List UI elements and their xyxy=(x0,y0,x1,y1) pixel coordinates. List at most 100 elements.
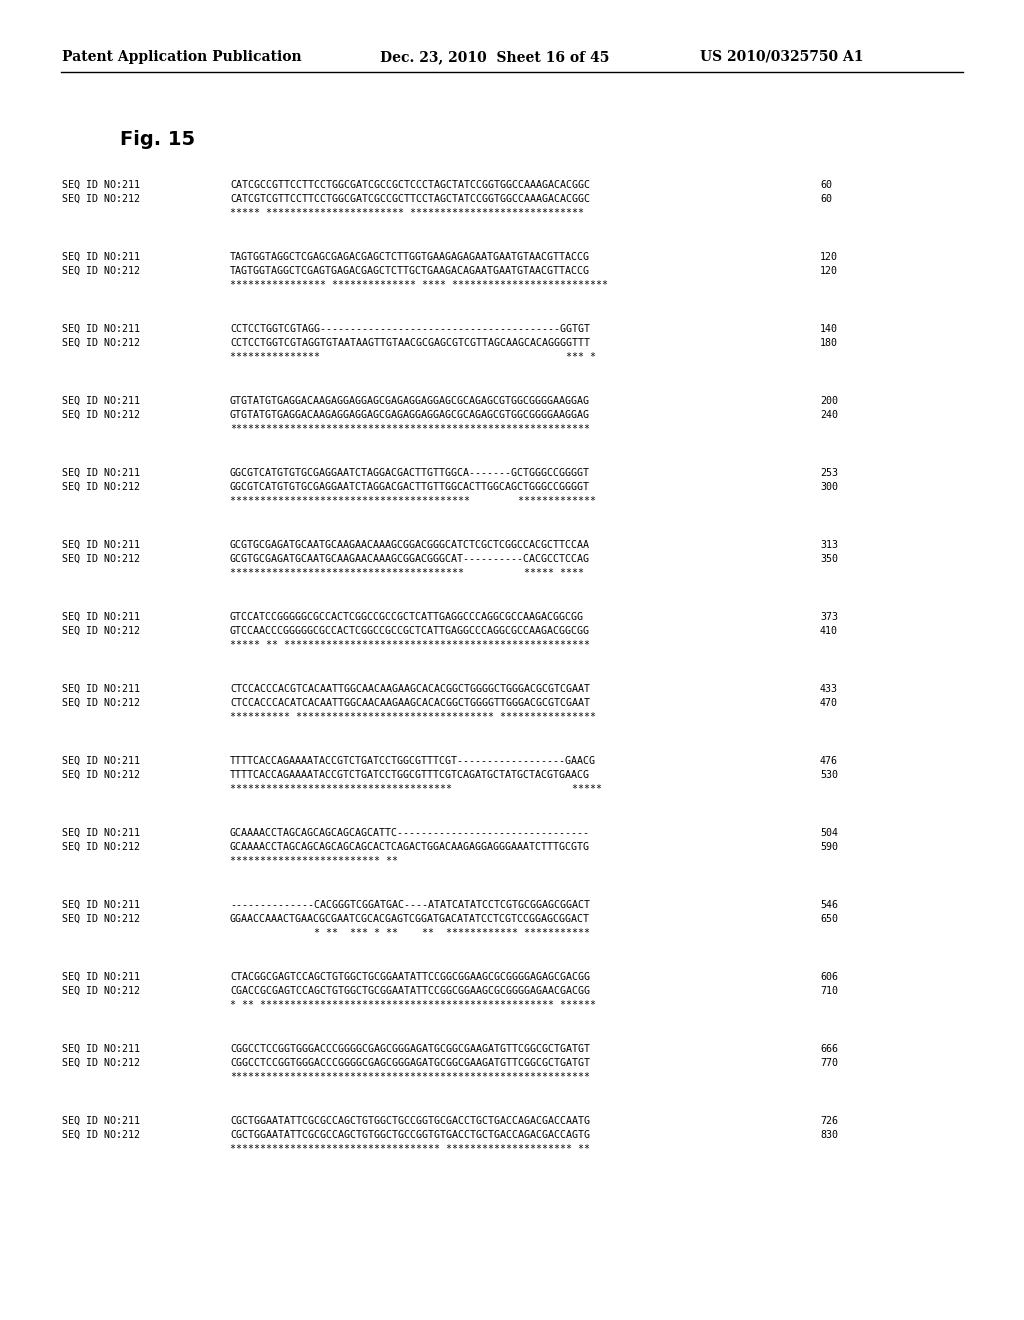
Text: GCAAAACCTAGCAGCAGCAGCAGCACTCAGACTGGACAAGAGGAGGGAAATCTTTGCGTG: GCAAAACCTAGCAGCAGCAGCAGCACTCAGACTGGACAAG… xyxy=(230,842,590,851)
Text: SEQ ID NO:211: SEQ ID NO:211 xyxy=(62,612,140,622)
Text: --------------CACGGGTCGGATGAC----ATATCATATCCTCGTGCGGAGCGGACT: --------------CACGGGTCGGATGAC----ATATCAT… xyxy=(230,900,590,909)
Text: ****************************************        *************: ****************************************… xyxy=(230,496,596,506)
Text: SEQ ID NO:212: SEQ ID NO:212 xyxy=(62,338,140,348)
Text: GTCCAACCCGGGGGCGCCACTCGGCCGCCGCTCATTGAGGCCCAGGCGCCAAGACGGCGG: GTCCAACCCGGGGGCGCCACTCGGCCGCCGCTCATTGAGG… xyxy=(230,626,590,636)
Text: 470: 470 xyxy=(820,698,838,708)
Text: ***************                                         *** *: *************** *** * xyxy=(230,352,596,362)
Text: CTCCACCCACGTCACAATTGGCAACAAGAAGCACACGGCTGGGGCTGGGACGCGTCGAAT: CTCCACCCACGTCACAATTGGCAACAAGAAGCACACGGCT… xyxy=(230,684,590,694)
Text: GCGTGCGAGATGCAATGCAAGAACAAAGCGGACGGGCATCTCGCTCGGCCACGCTTCCAA: GCGTGCGAGATGCAATGCAAGAACAAAGCGGACGGGCATC… xyxy=(230,540,590,550)
Text: SEQ ID NO:211: SEQ ID NO:211 xyxy=(62,684,140,694)
Text: GCGTGCGAGATGCAATGCAAGAACAAAGCGGACGGGCAT----------CACGCCTCCAG: GCGTGCGAGATGCAATGCAAGAACAAAGCGGACGGGCAT-… xyxy=(230,554,590,564)
Text: 433: 433 xyxy=(820,684,838,694)
Text: GTCCATCCGGGGGCGCCACTCGGCCGCCGCTCATTGAGGCCCAGGCGCCAAGACGGCGG: GTCCATCCGGGGGCGCCACTCGGCCGCCGCTCATTGAGGC… xyxy=(230,612,584,622)
Text: GTGTATGTGAGGACAAGAGGAGGAGCGAGAGGAGGAGCGCAGAGCGTGGCGGGGAAGGAG: GTGTATGTGAGGACAAGAGGAGGAGCGAGAGGAGGAGCGC… xyxy=(230,396,590,407)
Text: SEQ ID NO:212: SEQ ID NO:212 xyxy=(62,267,140,276)
Text: SEQ ID NO:211: SEQ ID NO:211 xyxy=(62,1115,140,1126)
Text: 546: 546 xyxy=(820,900,838,909)
Text: 180: 180 xyxy=(820,338,838,348)
Text: 606: 606 xyxy=(820,972,838,982)
Text: SEQ ID NO:212: SEQ ID NO:212 xyxy=(62,554,140,564)
Text: SEQ ID NO:211: SEQ ID NO:211 xyxy=(62,828,140,838)
Text: * ** ************************************************* ******: * ** ***********************************… xyxy=(230,1001,596,1010)
Text: 710: 710 xyxy=(820,986,838,997)
Text: 770: 770 xyxy=(820,1059,838,1068)
Text: TAGTGGTAGGCTCGAGTGAGACGAGCTCTTGCTGAAGACAGAATGAATGTAACGTTACCG: TAGTGGTAGGCTCGAGTGAGACGAGCTCTTGCTGAAGACA… xyxy=(230,267,590,276)
Text: *********************************** ********************* **: *********************************** ****… xyxy=(230,1144,590,1154)
Text: SEQ ID NO:211: SEQ ID NO:211 xyxy=(62,900,140,909)
Text: Patent Application Publication: Patent Application Publication xyxy=(62,50,302,63)
Text: CGACCGCGAGTCCAGCTGTGGCTGCGGAATATTCCGGCGGAAGCGCGGGGAGAACGACGG: CGACCGCGAGTCCAGCTGTGGCTGCGGAATATTCCGGCGG… xyxy=(230,986,590,997)
Text: ********** ********************************* ****************: ********** *****************************… xyxy=(230,711,596,722)
Text: SEQ ID NO:212: SEQ ID NO:212 xyxy=(62,194,140,205)
Text: SEQ ID NO:212: SEQ ID NO:212 xyxy=(62,913,140,924)
Text: ************************************************************: ****************************************… xyxy=(230,1072,590,1082)
Text: ***************************************          ***** ****: *************************************** … xyxy=(230,568,584,578)
Text: 504: 504 xyxy=(820,828,838,838)
Text: 830: 830 xyxy=(820,1130,838,1140)
Text: SEQ ID NO:211: SEQ ID NO:211 xyxy=(62,972,140,982)
Text: 373: 373 xyxy=(820,612,838,622)
Text: TTTTCACCAGAAAATACCGTCTGATCCTGGCGTTTCGT------------------GAACG: TTTTCACCAGAAAATACCGTCTGATCCTGGCGTTTCGT--… xyxy=(230,756,596,766)
Text: CGCTGGAATATTCGCGCCAGCTGTGGCTGCCGGTGTGACCTGCTGACCAGACGACCAGTG: CGCTGGAATATTCGCGCCAGCTGTGGCTGCCGGTGTGACC… xyxy=(230,1130,590,1140)
Text: SEQ ID NO:212: SEQ ID NO:212 xyxy=(62,698,140,708)
Text: SEQ ID NO:212: SEQ ID NO:212 xyxy=(62,1130,140,1140)
Text: 666: 666 xyxy=(820,1044,838,1053)
Text: CCTCCTGGTCGTAGGTGTAATAAGTTGTAACGCGAGCGTCGTTAGCAAGCACAGGGGTTT: CCTCCTGGTCGTAGGTGTAATAAGTTGTAACGCGAGCGTC… xyxy=(230,338,590,348)
Text: 410: 410 xyxy=(820,626,838,636)
Text: SEQ ID NO:212: SEQ ID NO:212 xyxy=(62,626,140,636)
Text: SEQ ID NO:211: SEQ ID NO:211 xyxy=(62,323,140,334)
Text: 476: 476 xyxy=(820,756,838,766)
Text: SEQ ID NO:212: SEQ ID NO:212 xyxy=(62,770,140,780)
Text: 300: 300 xyxy=(820,482,838,492)
Text: SEQ ID NO:211: SEQ ID NO:211 xyxy=(62,252,140,261)
Text: * **  *** * **    **  ************ ***********: * ** *** * ** ** ************ **********… xyxy=(230,928,590,939)
Text: 60: 60 xyxy=(820,194,831,205)
Text: US 2010/0325750 A1: US 2010/0325750 A1 xyxy=(700,50,863,63)
Text: CTACGGCGAGTCCAGCTGTGGCTGCGGAATATTCCGGCGGAAGCGCGGGGAGAGCGACGG: CTACGGCGAGTCCAGCTGTGGCTGCGGAATATTCCGGCGG… xyxy=(230,972,590,982)
Text: 650: 650 xyxy=(820,913,838,924)
Text: ************************************************************: ****************************************… xyxy=(230,424,590,434)
Text: 120: 120 xyxy=(820,267,838,276)
Text: 200: 200 xyxy=(820,396,838,407)
Text: 140: 140 xyxy=(820,323,838,334)
Text: GCAAAACCTAGCAGCAGCAGCAGCATTC--------------------------------: GCAAAACCTAGCAGCAGCAGCAGCATTC------------… xyxy=(230,828,590,838)
Text: TAGTGGTAGGCTCGAGCGAGACGAGCTCTTGGTGAAGAGAGAATGAATGTAACGTTACCG: TAGTGGTAGGCTCGAGCGAGACGAGCTCTTGGTGAAGAGA… xyxy=(230,252,590,261)
Text: CGGCCTCCGGTGGGACCCGGGGCGAGCGGGAGATGCGGCGAAGATGTTCGGCGCTGATGT: CGGCCTCCGGTGGGACCCGGGGCGAGCGGGAGATGCGGCG… xyxy=(230,1059,590,1068)
Text: 253: 253 xyxy=(820,469,838,478)
Text: **************** ************** **** **************************: **************** ************** **** ***… xyxy=(230,280,608,290)
Text: SEQ ID NO:211: SEQ ID NO:211 xyxy=(62,469,140,478)
Text: SEQ ID NO:212: SEQ ID NO:212 xyxy=(62,411,140,420)
Text: GGCGTCATGTGTGCGAGGAATCTAGGACGACTTGTTGGCA-------GCTGGGCCGGGGT: GGCGTCATGTGTGCGAGGAATCTAGGACGACTTGTTGGCA… xyxy=(230,469,590,478)
Text: SEQ ID NO:211: SEQ ID NO:211 xyxy=(62,180,140,190)
Text: Fig. 15: Fig. 15 xyxy=(120,129,196,149)
Text: SEQ ID NO:211: SEQ ID NO:211 xyxy=(62,396,140,407)
Text: ***** *********************** *****************************: ***** *********************** **********… xyxy=(230,209,584,218)
Text: SEQ ID NO:211: SEQ ID NO:211 xyxy=(62,756,140,766)
Text: CTCCACCCACATCACAATTGGCAACAAGAAGCACACGGCTGGGGTTGGGACGCGTCGAAT: CTCCACCCACATCACAATTGGCAACAAGAAGCACACGGCT… xyxy=(230,698,590,708)
Text: 726: 726 xyxy=(820,1115,838,1126)
Text: 120: 120 xyxy=(820,252,838,261)
Text: SEQ ID NO:211: SEQ ID NO:211 xyxy=(62,540,140,550)
Text: GGAACCAAACTGAACGCGAATCGCACGAGTCGGATGACATATCCTCGTCCGGAGCGGACT: GGAACCAAACTGAACGCGAATCGCACGAGTCGGATGACAT… xyxy=(230,913,590,924)
Text: TTTTCACCAGAAAATACCGTCTGATCCTGGCGTTTCGTCAGATGCTATGCTACGTGAACG: TTTTCACCAGAAAATACCGTCTGATCCTGGCGTTTCGTCA… xyxy=(230,770,590,780)
Text: GTGTATGTGAGGACAAGAGGAGGAGCGAGAGGAGGAGCGCAGAGCGTGGCGGGGAAGGAG: GTGTATGTGAGGACAAGAGGAGGAGCGAGAGGAGGAGCGC… xyxy=(230,411,590,420)
Text: 350: 350 xyxy=(820,554,838,564)
Text: SEQ ID NO:212: SEQ ID NO:212 xyxy=(62,986,140,997)
Text: GGCGTCATGTGTGCGAGGAATCTAGGACGACTTGTTGGCACTTGGCAGCTGGGCCGGGGT: GGCGTCATGTGTGCGAGGAATCTAGGACGACTTGTTGGCA… xyxy=(230,482,590,492)
Text: 530: 530 xyxy=(820,770,838,780)
Text: CATCGCCGTTCCTTCCTGGCGATCGCCGCTCCCTAGCTATCCGGTGGCCAAAGACACGGC: CATCGCCGTTCCTTCCTGGCGATCGCCGCTCCCTAGCTAT… xyxy=(230,180,590,190)
Text: *************************************                    *****: ************************************* **… xyxy=(230,784,602,795)
Text: SEQ ID NO:211: SEQ ID NO:211 xyxy=(62,1044,140,1053)
Text: Dec. 23, 2010  Sheet 16 of 45: Dec. 23, 2010 Sheet 16 of 45 xyxy=(380,50,609,63)
Text: 590: 590 xyxy=(820,842,838,851)
Text: 240: 240 xyxy=(820,411,838,420)
Text: ************************* **: ************************* ** xyxy=(230,855,398,866)
Text: CGCTGGAATATTCGCGCCAGCTGTGGCTGCCGGTGCGACCTGCTGACCAGACGACCAATG: CGCTGGAATATTCGCGCCAGCTGTGGCTGCCGGTGCGACC… xyxy=(230,1115,590,1126)
Text: ***** ** ***************************************************: ***** ** *******************************… xyxy=(230,640,590,649)
Text: SEQ ID NO:212: SEQ ID NO:212 xyxy=(62,842,140,851)
Text: CATCGTCGTTCCTTCCTGGCGATCGCCGCTTCCTAGCTATCCGGTGGCCAAAGACACGGC: CATCGTCGTTCCTTCCTGGCGATCGCCGCTTCCTAGCTAT… xyxy=(230,194,590,205)
Text: CCTCCTGGTCGTAGG----------------------------------------GGTGT: CCTCCTGGTCGTAGG-------------------------… xyxy=(230,323,590,334)
Text: 313: 313 xyxy=(820,540,838,550)
Text: 60: 60 xyxy=(820,180,831,190)
Text: SEQ ID NO:212: SEQ ID NO:212 xyxy=(62,482,140,492)
